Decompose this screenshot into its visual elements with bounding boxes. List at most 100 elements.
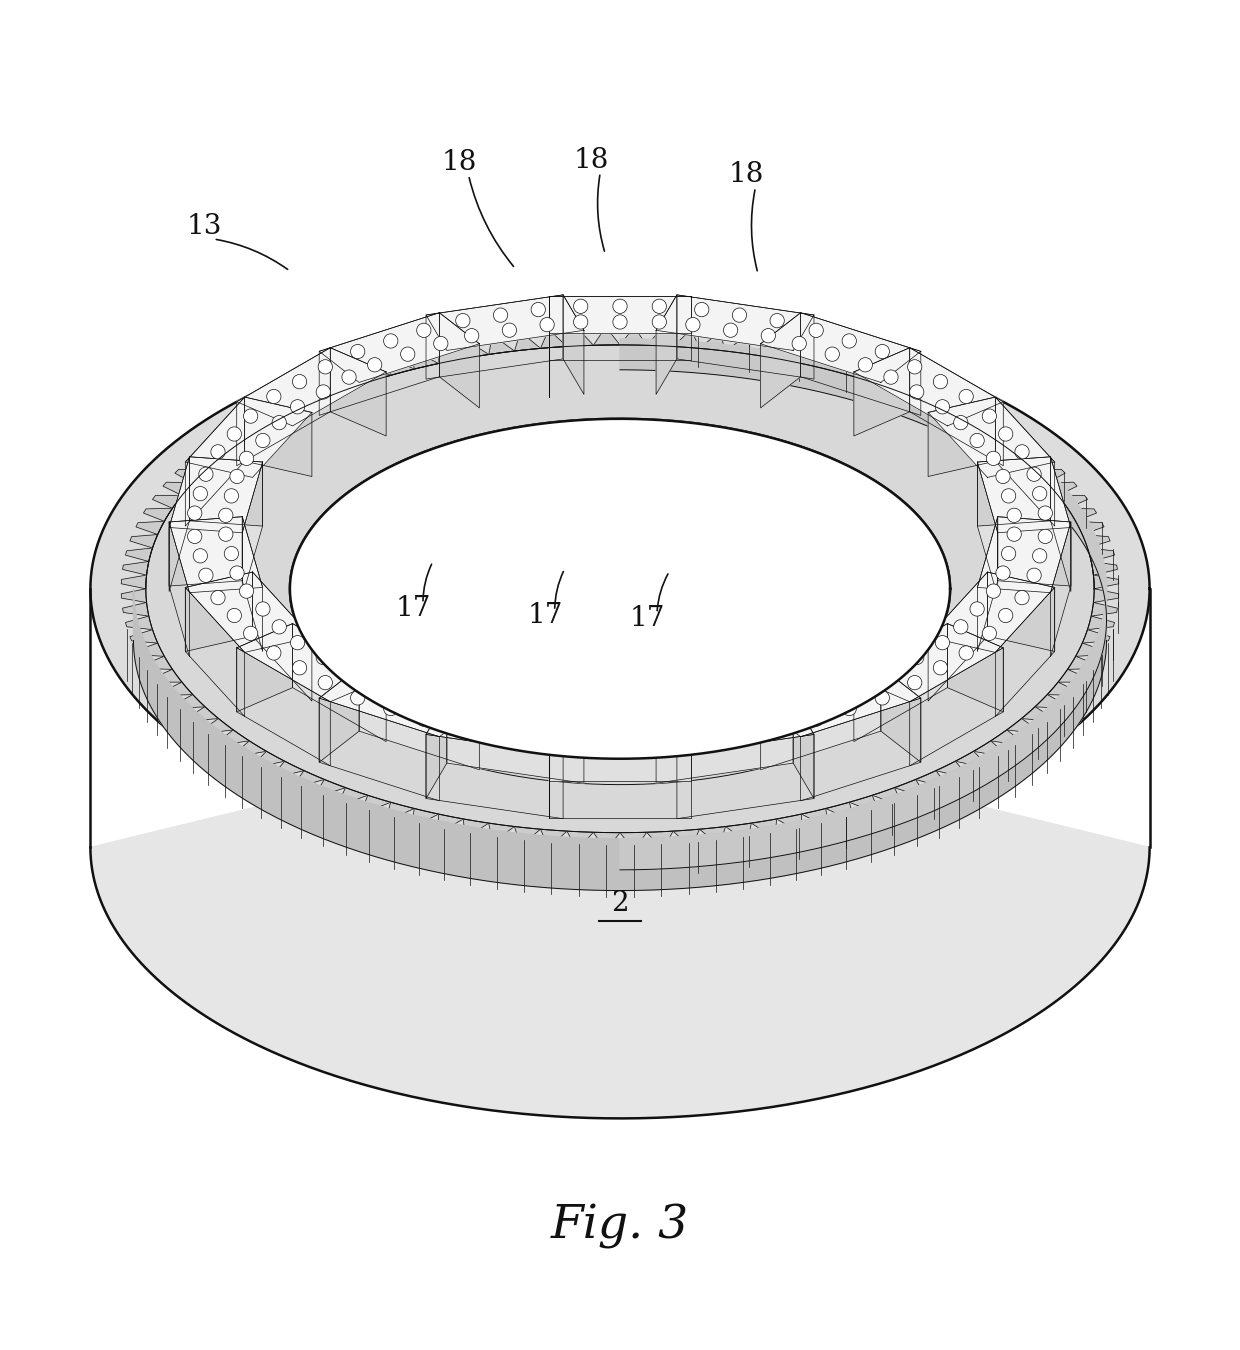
Circle shape	[954, 416, 968, 429]
Polygon shape	[185, 572, 312, 652]
Circle shape	[996, 470, 1011, 483]
Circle shape	[218, 508, 233, 522]
Circle shape	[970, 602, 985, 616]
Circle shape	[417, 323, 432, 338]
Text: Fig. 3: Fig. 3	[551, 1204, 689, 1249]
Circle shape	[434, 699, 448, 713]
Circle shape	[243, 409, 258, 424]
Circle shape	[316, 385, 330, 400]
Polygon shape	[242, 462, 263, 597]
Circle shape	[825, 347, 839, 362]
Circle shape	[239, 451, 254, 466]
Polygon shape	[242, 517, 263, 652]
Polygon shape	[169, 517, 242, 586]
Polygon shape	[122, 332, 1118, 845]
Circle shape	[910, 385, 924, 400]
Circle shape	[842, 333, 857, 348]
Circle shape	[875, 344, 889, 359]
Polygon shape	[928, 572, 987, 701]
Text: 17: 17	[630, 605, 666, 632]
Circle shape	[193, 486, 207, 501]
Circle shape	[290, 636, 305, 649]
Circle shape	[1033, 486, 1047, 501]
Circle shape	[239, 585, 254, 598]
Polygon shape	[656, 294, 813, 351]
Circle shape	[808, 323, 823, 338]
Circle shape	[792, 336, 806, 351]
Circle shape	[531, 302, 546, 317]
Circle shape	[652, 300, 666, 313]
Circle shape	[187, 506, 202, 520]
Text: 18: 18	[573, 147, 609, 174]
Circle shape	[574, 300, 588, 313]
Polygon shape	[977, 517, 998, 652]
Polygon shape	[760, 313, 921, 382]
Circle shape	[383, 333, 398, 348]
Polygon shape	[237, 624, 293, 711]
Polygon shape	[977, 456, 1050, 526]
Polygon shape	[854, 624, 1003, 702]
Circle shape	[224, 547, 238, 560]
Polygon shape	[620, 339, 1106, 869]
Polygon shape	[977, 456, 1071, 533]
Circle shape	[574, 315, 588, 329]
Circle shape	[982, 409, 997, 424]
Polygon shape	[760, 313, 801, 408]
Circle shape	[351, 344, 365, 359]
Polygon shape	[134, 589, 1106, 891]
Circle shape	[808, 711, 823, 726]
Circle shape	[255, 602, 270, 616]
Circle shape	[723, 323, 738, 338]
Circle shape	[1007, 508, 1022, 522]
Polygon shape	[977, 517, 1071, 593]
Circle shape	[884, 370, 898, 385]
Circle shape	[187, 529, 202, 544]
Circle shape	[211, 444, 226, 459]
Circle shape	[825, 688, 839, 702]
Polygon shape	[563, 294, 584, 394]
Circle shape	[652, 315, 666, 329]
Circle shape	[272, 416, 286, 429]
Polygon shape	[880, 667, 921, 763]
Circle shape	[531, 733, 546, 747]
Polygon shape	[998, 517, 1071, 586]
Text: 13: 13	[186, 213, 222, 240]
Polygon shape	[928, 397, 996, 477]
Circle shape	[934, 374, 947, 389]
Polygon shape	[290, 589, 950, 784]
Polygon shape	[319, 667, 480, 737]
Polygon shape	[290, 418, 950, 759]
Circle shape	[792, 699, 806, 713]
Circle shape	[494, 308, 507, 323]
Circle shape	[465, 706, 479, 721]
Polygon shape	[439, 313, 480, 408]
Circle shape	[1027, 568, 1042, 582]
Text: 2: 2	[611, 891, 629, 918]
Circle shape	[293, 660, 306, 675]
Polygon shape	[854, 624, 947, 741]
Polygon shape	[947, 624, 1003, 711]
Circle shape	[686, 317, 701, 332]
Polygon shape	[548, 717, 692, 753]
Text: 17: 17	[396, 595, 432, 622]
Circle shape	[1027, 467, 1042, 482]
Circle shape	[613, 300, 627, 313]
Circle shape	[502, 713, 517, 726]
Circle shape	[267, 389, 281, 404]
Circle shape	[574, 721, 588, 734]
Circle shape	[243, 626, 258, 640]
Circle shape	[229, 566, 244, 580]
Circle shape	[761, 706, 775, 721]
Polygon shape	[760, 667, 921, 737]
Circle shape	[723, 713, 738, 726]
Polygon shape	[446, 699, 584, 783]
Circle shape	[998, 427, 1013, 441]
Polygon shape	[185, 572, 253, 652]
Circle shape	[227, 609, 242, 622]
Circle shape	[934, 660, 947, 675]
Circle shape	[434, 336, 448, 351]
Circle shape	[908, 359, 921, 374]
Text: 17: 17	[528, 602, 563, 629]
Circle shape	[465, 328, 479, 343]
Polygon shape	[987, 572, 1055, 652]
